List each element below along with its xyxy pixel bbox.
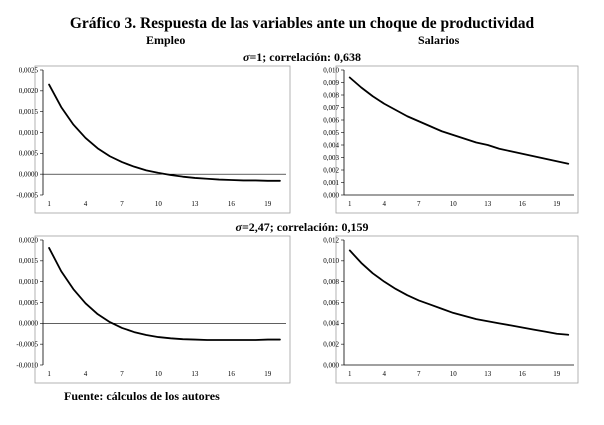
y-tick-label: 0,0010 [19,129,39,137]
y-tick-label: 0,007 [323,104,339,112]
x-tick-label: 19 [553,370,561,378]
series-line [48,247,281,341]
row-title-2: σ=2,47; correlación: 0,159 [0,220,604,235]
y-tick-label: -0,0010 [16,361,38,369]
chart-employment-sigma-2-47: -0,0010 -0,0005 0,0000 0,0005 0,0010 0,0015 0,… [16,235,291,384]
y-tick-label: 0,005 [323,129,339,137]
y-tick-label: 0,003 [323,154,339,162]
x-tick-label: 16 [228,370,236,378]
x-tick-label: 19 [553,200,561,208]
x-tick-label: 16 [519,370,527,378]
y-tick-label: 0,0015 [19,257,39,265]
y-tick-label: 0,004 [323,141,339,149]
chart-wages-sigma-2-47: 0,000 0,002 0,004 0,006 0,008 0,010 0,012 1 4 7 10… [323,235,579,384]
chart-frame [34,235,291,384]
figure-title: Gráfico 3. Respuesta de las variables an… [69,15,535,32]
x-tick-label: 13 [484,200,492,208]
row-title-1: σ=1; correlación: 0,638 [0,50,604,65]
y-tick-label: 0,008 [323,91,339,99]
column-title-employment: Empleo [146,33,186,47]
row-title-2-text: =2,47; correlación: 0,159 [241,220,369,234]
y-tick-label: -0,0005 [16,191,38,199]
chart-employment-sigma-1: -0,0005 0,0000 0,0005 0,0010 0,0015 0,0020 0,0… [16,65,291,214]
y-tick-label: 0,0025 [19,66,39,74]
row-title-2-symbol: σ [235,220,242,234]
y-tick-label: 0,006 [323,299,339,307]
y-tick-label: 0,0000 [19,320,39,328]
y-tick-label: 0,001 [323,179,339,187]
x-tick-label: 4 [383,200,387,208]
x-tick-label: 4 [383,370,387,378]
y-tick-label: 0,004 [323,320,339,328]
y-tick-label: 0,009 [323,79,339,87]
y-tick-label: 0,0015 [19,108,39,116]
y-tick-label: 0,000 [323,361,339,369]
y-tick-label: 0,0000 [19,170,39,178]
y-tick-label: 0,006 [323,116,339,124]
x-tick-label: 10 [155,370,163,378]
x-tick-label: 1 [47,200,51,208]
x-tick-label: 13 [191,200,199,208]
x-tick-label: 1 [348,370,352,378]
x-tick-label: 10 [155,200,163,208]
x-tick-label: 10 [450,200,458,208]
y-tick-label: 0,0020 [19,87,39,95]
x-tick-label: 1 [47,370,51,378]
y-tick-label: 0,0005 [19,299,39,307]
x-tick-label: 13 [191,370,199,378]
row-title-1-symbol: σ [242,50,250,64]
x-tick-label: 19 [264,370,272,378]
y-tick-label: 0,0010 [19,278,39,286]
y-tick-label: 0,002 [323,166,339,174]
chart-frame [335,235,579,384]
x-tick-label: 7 [417,370,421,378]
row-title-1-text: =1; correlación: 0,638 [249,50,362,64]
x-tick-label: 16 [228,200,236,208]
y-tick-label: 0,0020 [19,236,39,244]
y-tick-label: 0,008 [323,278,339,286]
x-tick-label: 7 [120,200,124,208]
x-tick-label: 16 [519,200,527,208]
y-tick-label: 0,010 [323,66,339,74]
x-tick-label: 4 [84,370,88,378]
x-tick-label: 1 [348,200,352,208]
y-tick-label: 0,012 [323,236,339,244]
series-line [348,76,570,165]
y-tick-label: -0,0005 [16,340,38,348]
x-tick-label: 10 [450,370,458,378]
y-tick-label: 0,010 [323,257,339,265]
y-tick-label: 0,000 [323,191,339,199]
series-line [48,83,281,182]
chart-frame [34,65,291,214]
y-tick-label: 0,0005 [19,150,39,158]
x-tick-label: 19 [264,200,272,208]
column-title-wages: Salarios [418,33,460,47]
y-tick-label: 0,002 [323,340,339,348]
x-tick-label: 13 [484,370,492,378]
source-note: Fuente: cálculos de los autores [64,389,220,403]
chart-wages-sigma-1: 0,000 0,001 0,002 0,003 0,004 0,005 0,006 0,007… [323,65,579,214]
x-tick-label: 7 [120,370,124,378]
chart-frame [335,65,579,214]
x-tick-label: 7 [417,200,421,208]
series-line [348,249,570,336]
x-tick-label: 4 [84,200,88,208]
